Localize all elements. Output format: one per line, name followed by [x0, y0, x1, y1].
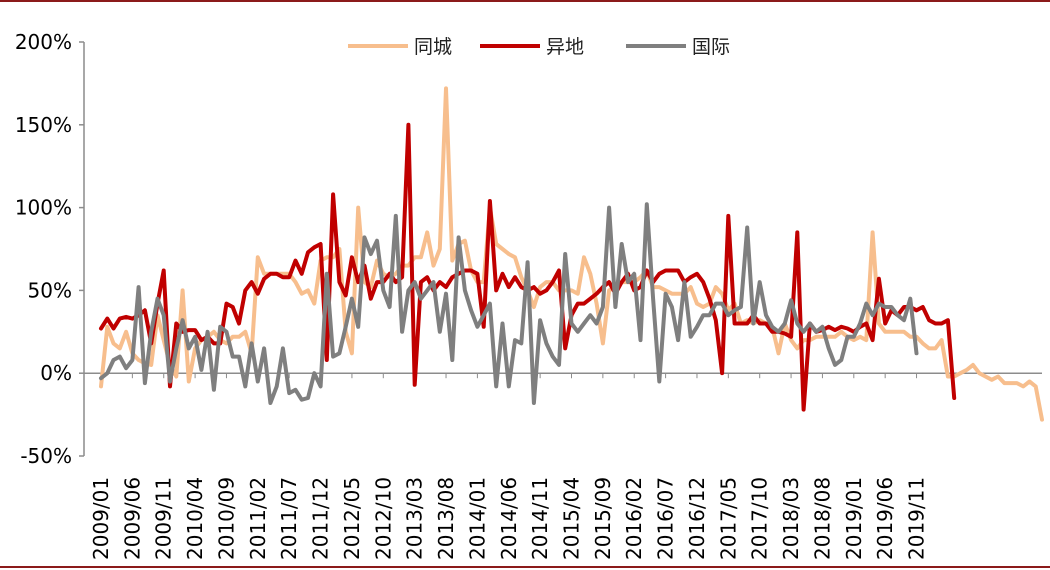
x-tick-label: 2014/06	[497, 477, 521, 560]
y-tick-label: 0%	[40, 361, 72, 385]
x-tick-label: 2017/05	[716, 477, 740, 560]
x-tick-label: 2009/01	[89, 477, 113, 560]
x-tick-label: 2013/08	[434, 477, 458, 560]
legend-label-0: 同城	[414, 36, 452, 58]
y-tick-label: -50%	[20, 444, 72, 468]
x-tick-label: 2019/11	[905, 477, 929, 560]
y-axis-ticks: -50% 0% 50% 100% 150% 200%	[15, 30, 84, 468]
y-tick-label: 200%	[15, 30, 72, 54]
x-tick-label: 2011/07	[277, 477, 301, 560]
series-lines	[99, 86, 1044, 422]
legend: 同城 异地 国际	[348, 36, 730, 58]
y-tick-label: 100%	[15, 196, 72, 220]
series-line-2	[99, 202, 919, 405]
series-line-0	[99, 86, 1044, 422]
x-tick-label: 2018/08	[810, 477, 834, 560]
x-axis-ticks: 2009/01 2009/06 2009/11 2010/04 2010/09 2011/…	[89, 373, 929, 560]
x-tick-label: 2016/07	[654, 477, 678, 560]
legend-label-2: 国际	[692, 36, 730, 58]
x-tick-label: 2011/12	[309, 477, 333, 560]
x-tick-label: 2014/11	[528, 477, 552, 560]
legend-item-2: 国际	[626, 36, 730, 58]
x-tick-label: 2009/06	[120, 477, 144, 560]
legend-label-1: 异地	[546, 36, 584, 58]
y-tick-label: 150%	[15, 113, 72, 137]
legend-item-0: 同城	[348, 36, 452, 58]
bottom-border	[0, 566, 1050, 568]
x-tick-label: 2011/02	[246, 477, 270, 560]
x-tick-label: 2019/01	[842, 477, 866, 560]
x-tick-label: 2015/09	[591, 477, 615, 560]
x-tick-label: 2016/12	[685, 477, 709, 560]
axes	[83, 42, 1042, 456]
x-tick-label: 2016/02	[622, 477, 646, 560]
x-tick-label: 2009/11	[152, 477, 176, 560]
x-tick-label: 2010/04	[183, 477, 207, 560]
x-tick-label: 2010/09	[214, 477, 238, 560]
top-border	[0, 0, 1050, 2]
x-tick-label: 2019/06	[873, 477, 897, 560]
x-tick-label: 2018/03	[779, 477, 803, 560]
x-tick-label: 2017/10	[748, 477, 772, 560]
x-tick-label: 2014/01	[465, 477, 489, 560]
legend-item-1: 异地	[480, 36, 584, 58]
x-tick-label: 2015/04	[560, 477, 584, 560]
x-tick-label: 2012/05	[340, 477, 364, 560]
x-tick-label: 2013/03	[403, 477, 427, 560]
x-tick-label: 2012/10	[371, 477, 395, 560]
y-tick-label: 50%	[28, 278, 72, 302]
